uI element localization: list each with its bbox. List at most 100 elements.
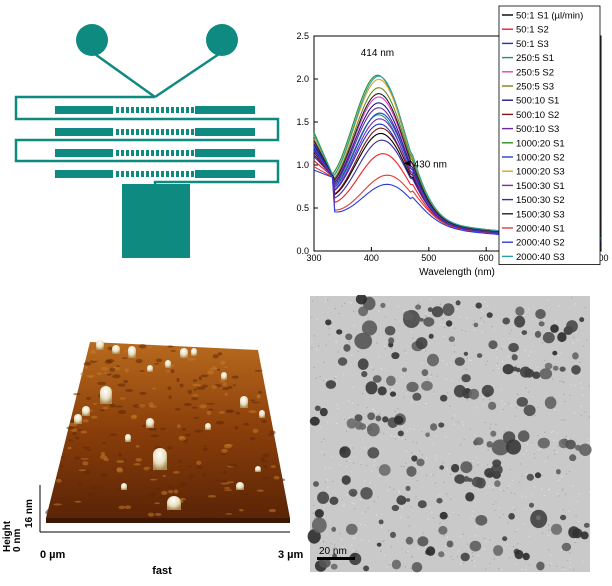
tem-noise-dot — [401, 376, 403, 378]
tem-noise-dot — [561, 526, 564, 528]
tem-noise-dot — [446, 363, 448, 365]
tem-particle — [375, 415, 382, 422]
afm-texture-grain — [86, 396, 92, 400]
mixer-tooth — [161, 150, 164, 156]
mixer-tooth — [156, 171, 159, 177]
afm-texture-grain — [154, 502, 160, 505]
scale-bar-label: 20 nm — [319, 546, 347, 557]
tem-noise-dot — [321, 441, 323, 443]
tem-noise-dot — [452, 559, 454, 561]
afm-texture-grain — [109, 433, 118, 436]
tem-noise-dot — [442, 462, 444, 464]
chip-schematic — [0, 0, 300, 285]
tem-noise-dot — [584, 306, 586, 309]
mixer-tooth — [126, 150, 129, 156]
afm-texture-grain — [273, 475, 280, 480]
afm-texture-grain — [240, 505, 244, 508]
tem-particle — [427, 353, 439, 367]
tem-noise-dot — [366, 464, 368, 467]
mixer-tooth — [141, 150, 144, 156]
tem-noise-dot — [348, 400, 350, 402]
tem-particle — [378, 519, 384, 525]
tem-particle — [488, 340, 498, 350]
tem-noise-dot — [569, 394, 571, 396]
afm-texture-grain — [260, 457, 265, 461]
tem-particle — [532, 371, 541, 379]
tem-noise-dot — [521, 475, 523, 477]
afm-texture-grain — [80, 458, 89, 460]
tem-noise-dot — [572, 485, 574, 487]
tem-noise-dot — [514, 493, 516, 495]
tem-particle — [442, 303, 455, 316]
afm-nanoparticle-peaks — [74, 340, 265, 510]
tem-particle — [354, 332, 373, 350]
afm-texture-grain — [181, 428, 187, 431]
inlet-reservoir-right — [206, 24, 238, 56]
tem-noise-dot — [587, 438, 589, 440]
afm-texture-grain — [170, 350, 177, 352]
tem-noise-dot — [353, 503, 355, 505]
tem-noise-dot — [462, 424, 465, 426]
mixer-tooth — [176, 129, 179, 135]
afm-peak — [128, 346, 136, 358]
afm-texture-grain — [109, 367, 116, 372]
tem-noise-dot — [454, 415, 456, 417]
tem-noise-dot — [579, 361, 581, 363]
tem-particle — [425, 432, 430, 438]
tem-noise-dot — [548, 489, 550, 491]
tem-noise-dot — [481, 396, 484, 399]
tem-noise-dot — [490, 423, 492, 425]
tem-noise-dot — [486, 522, 488, 524]
afm-peak — [259, 410, 265, 418]
afm-texture-grain — [212, 354, 219, 359]
tem-particle — [451, 463, 460, 473]
afm-texture-grain — [119, 397, 126, 400]
legend-entry: 1000:20 S3 — [516, 167, 565, 178]
tem-particle — [376, 542, 382, 547]
tem-noise-dot — [476, 526, 478, 528]
tem-noise-dot — [343, 417, 345, 419]
tem-noise-dot — [374, 460, 376, 462]
tem-particle — [557, 332, 567, 343]
afm-texture-grain — [195, 465, 203, 469]
mixer-tooth — [171, 107, 174, 113]
tem-noise-dot — [571, 297, 573, 299]
afm-texture-grain — [256, 489, 265, 492]
tem-noise-dot — [544, 431, 546, 433]
afm-texture-grain — [200, 374, 209, 378]
tem-noise-dot — [495, 501, 497, 503]
tem-noise-dot — [419, 450, 421, 452]
tem-noise-dot — [378, 356, 380, 358]
afm-texture-grain — [177, 424, 181, 428]
tem-noise-dot — [412, 441, 414, 443]
tem-noise-dot — [582, 394, 584, 396]
tem-noise-dot — [334, 308, 336, 310]
tem-noise-dot — [376, 383, 378, 385]
tem-noise-dot — [495, 423, 497, 426]
tem-noise-dot — [425, 350, 427, 352]
tem-noise-dot — [343, 418, 346, 420]
tem-noise-dot — [449, 405, 451, 407]
afm-texture-grain — [93, 402, 97, 405]
afm-texture-grain — [218, 411, 225, 414]
tem-noise-dot — [517, 543, 519, 545]
afm-texture-grain — [130, 415, 137, 420]
afm-texture-grain — [261, 460, 269, 462]
tem-noise-dot — [376, 514, 378, 516]
tem-noise-dot — [489, 399, 491, 401]
tem-noise-dot — [588, 416, 590, 418]
tem-noise-dot — [401, 426, 403, 428]
tem-noise-dot — [343, 504, 346, 506]
tem-noise-dot — [556, 451, 558, 453]
tem-noise-dot — [330, 543, 332, 545]
tem-noise-dot — [539, 448, 541, 450]
afm-texture-grain — [196, 460, 202, 465]
tem-noise-dot — [499, 477, 501, 479]
afm-texture-grain — [86, 375, 96, 377]
tem-noise-dot — [483, 548, 485, 550]
afm-texture-grain — [45, 510, 52, 515]
tem-noise-dot — [556, 433, 558, 435]
tem-noise-dot — [489, 562, 491, 565]
tem-noise-dot — [496, 363, 498, 365]
tem-noise-dot — [457, 555, 459, 557]
